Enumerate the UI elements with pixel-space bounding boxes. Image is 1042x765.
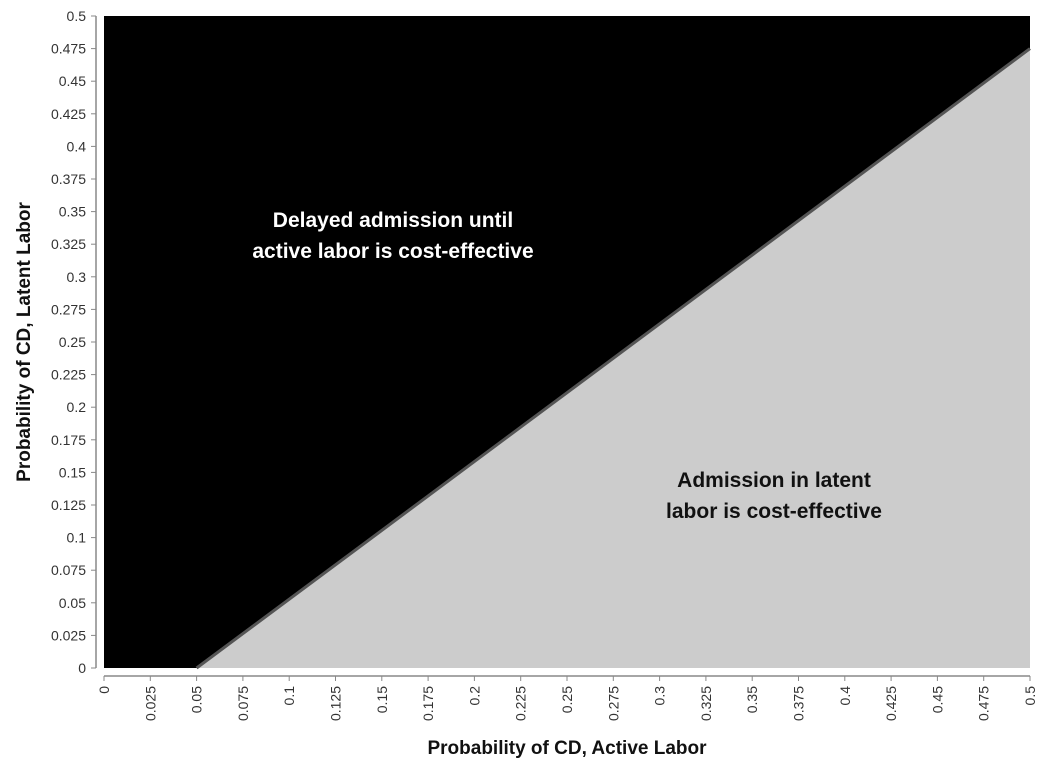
y-tick-label: 0.5 — [67, 8, 87, 24]
x-tick-label: 0.5 — [1022, 686, 1038, 706]
x-tick-label: 0.3 — [652, 686, 668, 706]
y-tick-label: 0 — [78, 660, 86, 676]
y-tick-label: 0.45 — [59, 73, 86, 89]
y-tick-label: 0.05 — [59, 595, 86, 611]
x-tick-label: 0.025 — [142, 686, 158, 721]
y-tick-label: 0.175 — [51, 432, 86, 448]
y-tick-label: 0.275 — [51, 301, 86, 317]
x-tick-label: 0 — [96, 686, 112, 694]
x-tick-label: 0.15 — [374, 686, 390, 713]
x-tick-label: 0.05 — [189, 686, 205, 713]
y-tick-label: 0.4 — [67, 138, 87, 154]
region-label-latent: Admission in latent labor is cost-effecti… — [666, 469, 882, 523]
y-axis-label: Probability of CD, Latent Labor — [14, 202, 35, 482]
y-tick-label: 0.375 — [51, 171, 86, 187]
x-tick-label: 0.325 — [698, 686, 714, 721]
x-tick-label: 0.2 — [466, 686, 482, 706]
y-ticks: 0 0.025 0.05 0.075 0.1 0.125 0.15 0.175 0.2 0.225… — [51, 8, 96, 676]
axes: 0 0.025 0.05 0.075 0.1 0.125 0.15 0.175 0.2 0.225… — [51, 8, 1038, 721]
x-tick-label: 0.45 — [929, 686, 945, 713]
x-tick-label: 0.275 — [605, 686, 621, 721]
y-tick-label: 0.025 — [51, 627, 86, 643]
region-label-line: labor is cost-effective — [666, 500, 882, 523]
x-tick-label: 0.25 — [559, 686, 575, 713]
y-tick-label: 0.2 — [67, 399, 87, 415]
y-tick-label: 0.325 — [51, 236, 86, 252]
x-tick-label: 0.475 — [976, 686, 992, 721]
y-tick-label: 0.125 — [51, 497, 86, 513]
threshold-line — [195, 47, 1031, 670]
x-tick-label: 0.4 — [837, 686, 853, 706]
y-tick-label: 0.425 — [51, 106, 86, 122]
x-tick-label: 0.375 — [791, 686, 807, 721]
y-tick-label: 0.475 — [51, 41, 86, 57]
x-axis-label: Probability of CD, Active Labor — [427, 738, 707, 759]
x-tick-label: 0.225 — [513, 686, 529, 721]
x-tick-label: 0.125 — [328, 686, 344, 721]
y-tick-label: 0.3 — [67, 269, 87, 285]
plot-area — [104, 16, 1031, 670]
region-label-line: Admission in latent — [677, 469, 871, 492]
region-delayed-admission — [104, 16, 1030, 668]
y-tick-label: 0.25 — [59, 334, 86, 350]
x-tick-label: 0.35 — [744, 686, 760, 713]
region-label-line: active labor is cost-effective — [252, 240, 533, 263]
y-tick-label: 0.15 — [59, 464, 86, 480]
x-tick-label: 0.175 — [420, 686, 436, 721]
x-tick-label: 0.1 — [281, 686, 297, 706]
x-ticks: 0 0.025 0.05 0.075 0.1 0.125 0.15 0.175 0.2 0.225… — [96, 676, 1038, 721]
y-tick-label: 0.1 — [67, 530, 87, 546]
y-tick-label: 0.075 — [51, 562, 86, 578]
region-label-line: Delayed admission until — [273, 209, 513, 232]
y-tick-label: 0.35 — [59, 204, 86, 220]
x-tick-label: 0.075 — [235, 686, 251, 721]
region-label-delayed: Delayed admission until active labor is c… — [252, 209, 533, 263]
y-tick-label: 0.225 — [51, 367, 86, 383]
x-tick-label: 0.425 — [883, 686, 899, 721]
